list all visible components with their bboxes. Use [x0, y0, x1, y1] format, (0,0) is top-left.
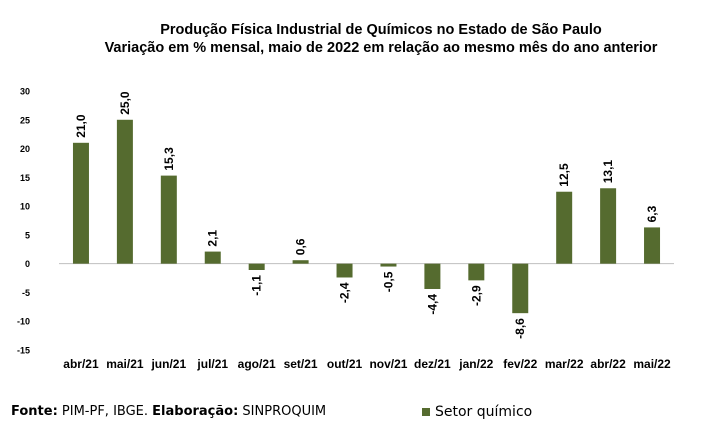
bar [336, 263, 353, 278]
x-tick-label: ago/21 [238, 357, 276, 371]
legend-label: Setor químico [435, 404, 533, 420]
data-label: 6,3 [645, 205, 659, 222]
x-tick-label: nov/21 [369, 357, 407, 371]
y-tick-label: 0 [25, 259, 30, 269]
x-tick-label: out/21 [327, 357, 363, 371]
bar [204, 251, 221, 264]
bar [600, 188, 617, 264]
bar [512, 263, 529, 314]
y-tick-label: -5 [22, 288, 30, 298]
chart-subtitle: Variação em % mensal, maio de 2022 em re… [104, 40, 658, 56]
y-tick-label: 30 [20, 87, 30, 97]
elaboration-text: SINPROQUIM [238, 404, 327, 419]
bar [72, 142, 89, 264]
data-label: 15,3 [162, 147, 176, 171]
bar [644, 227, 661, 264]
x-tick-label: mai/21 [106, 357, 144, 371]
y-tick-label: 10 [20, 202, 30, 212]
x-tick-label: mar/22 [545, 357, 584, 371]
data-label: 13,1 [601, 160, 615, 184]
bar [292, 260, 309, 264]
legend: Setor químico [422, 404, 532, 420]
x-tick-label: dez/21 [414, 357, 451, 371]
x-tick-label: mai/22 [633, 357, 671, 371]
data-label: -2,9 [469, 285, 483, 306]
data-label: -4,4 [425, 294, 439, 315]
y-tick-label: 5 [25, 230, 30, 240]
y-tick-label: 15 [20, 173, 30, 183]
data-label: 0,6 [294, 238, 308, 255]
bar [160, 175, 177, 264]
bar [468, 263, 485, 281]
source-text: PIM-PF, IBGE. [57, 404, 153, 419]
y-tick-label: 25 [20, 115, 30, 125]
x-tick-label: jun/21 [150, 357, 186, 371]
data-label: -2,4 [338, 282, 352, 303]
data-label: 25,0 [118, 91, 132, 115]
x-tick-label: abr/21 [63, 357, 99, 371]
bar [116, 119, 133, 264]
y-tick-label: -15 [17, 346, 30, 356]
bar-chart: -15 -10 -5 0 5 10 15 20 25 30 21,0 abr/21 25,0 mai/21… [17, 87, 674, 371]
legend-swatch [422, 408, 430, 416]
source-note: Fonte: PIM-PF, IBGE. Elaboração: SINPROQ… [11, 404, 326, 419]
data-label: -1,1 [250, 275, 264, 296]
x-tick-label: abr/22 [590, 357, 626, 371]
data-label: -0,5 [381, 271, 395, 292]
elaboration-prefix: Elaboração: [152, 404, 239, 419]
bar [556, 191, 573, 264]
x-tick-label: fev/22 [503, 357, 537, 371]
data-label: 12,5 [557, 163, 571, 187]
bar [424, 263, 441, 289]
y-tick-label: 20 [20, 144, 30, 154]
data-label: 21,0 [74, 114, 88, 138]
source-prefix: Fonte: [11, 404, 58, 419]
bar [248, 263, 265, 270]
data-label: 2,1 [206, 230, 220, 247]
data-label: -8,6 [513, 318, 527, 339]
y-tick-label: -10 [17, 317, 30, 327]
x-tick-label: jul/21 [196, 357, 228, 371]
bar [380, 263, 397, 267]
x-tick-label: jan/22 [458, 357, 493, 371]
chart-title: Produção Física Industrial de Químicos n… [160, 22, 602, 38]
x-tick-label: set/21 [284, 357, 318, 371]
